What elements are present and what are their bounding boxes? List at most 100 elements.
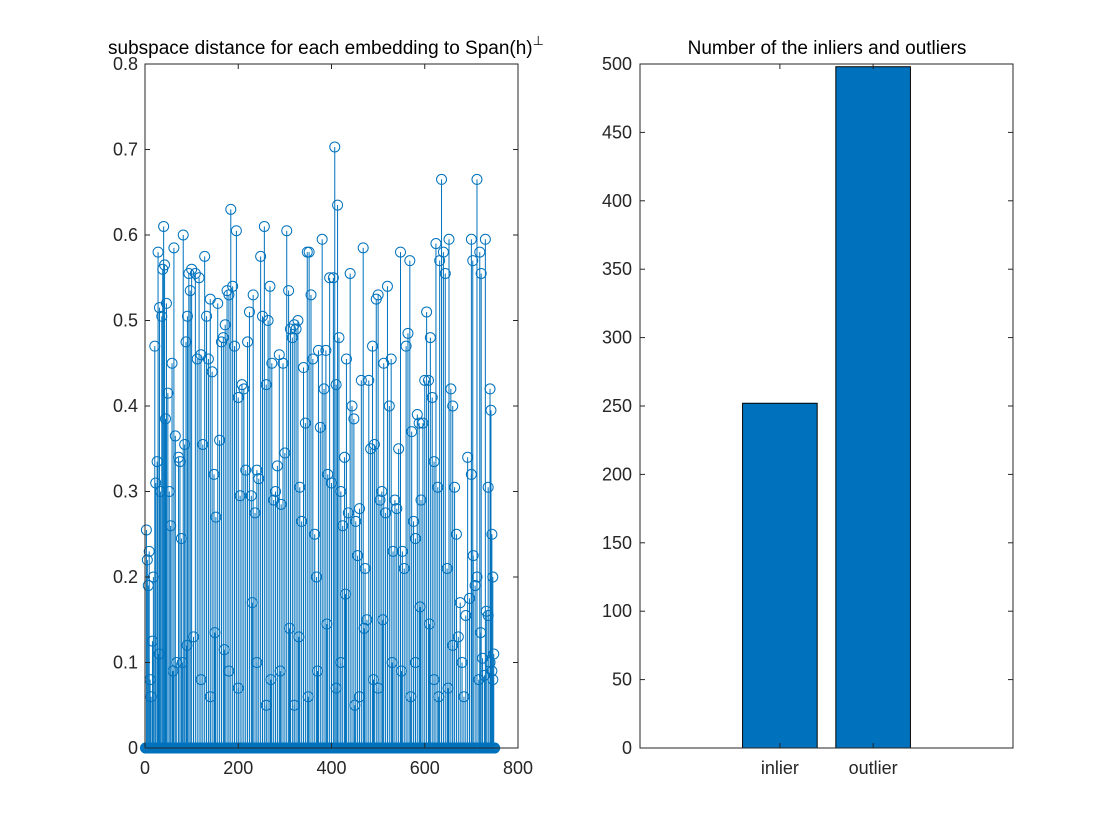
stem-marker: [404, 255, 416, 267]
stem-marker: [386, 657, 398, 668]
stem-marker: [339, 451, 351, 463]
stem-marker: [245, 490, 257, 502]
stem-plot-panel: subspace distance for each embedding to …: [108, 33, 544, 778]
stem-marker: [260, 379, 272, 391]
stem-marker: [330, 379, 342, 391]
stem-marker: [160, 413, 172, 425]
stem-plot-y-ticks: 0 0.1 0.2 0.3 0.4 0.5 0.6 0.7 0.8: [113, 54, 518, 758]
stem-marker: [191, 353, 203, 365]
stem-marker: [290, 323, 302, 335]
stem-marker: [447, 400, 459, 412]
stem-marker: [332, 199, 344, 211]
stem-marker: [333, 332, 345, 344]
stem-marker: [445, 383, 457, 395]
stem-marker: [449, 481, 461, 493]
stem-y-tick-label: 0.3: [113, 482, 138, 502]
bar-chart-y-ticks: 0 50 100 150 200 250 300 350 400 450 500: [602, 54, 1013, 758]
stem-marker: [419, 374, 431, 386]
bar-y-tick-label: 350: [602, 259, 632, 279]
stem-marker: [255, 250, 267, 262]
stem-marker: [187, 631, 199, 643]
stem-marker: [400, 340, 412, 352]
stem-marker: [316, 233, 328, 245]
bar-y-tick-label: 450: [602, 122, 632, 142]
stem-marker: [460, 609, 472, 621]
stem-marker: [437, 246, 449, 258]
stem-marker: [342, 507, 354, 519]
stem-marker: [344, 267, 356, 279]
stem-marker: [428, 456, 440, 468]
stem-marker: [251, 464, 263, 476]
stem-marker: [359, 562, 371, 574]
stem-marker: [432, 481, 444, 493]
stem-marker: [372, 682, 384, 694]
stem-marker: [303, 246, 315, 258]
stem-marker: [484, 383, 496, 395]
stem-marker: [464, 592, 476, 604]
stem-marker: [387, 545, 399, 557]
stem-marker: [441, 562, 453, 574]
stem-marker: [275, 498, 287, 510]
stem-y-tick-label: 0.4: [113, 396, 138, 416]
stem-marker: [346, 400, 358, 412]
stem-marker: [193, 272, 205, 284]
stem-marker: [294, 481, 306, 493]
stem-y-tick-label: 0.1: [113, 653, 138, 673]
stem-marker: [223, 665, 235, 677]
stem-marker: [465, 233, 477, 245]
stem-marker: [312, 665, 324, 677]
stem-marker: [377, 614, 389, 626]
stem-marker: [212, 297, 224, 309]
stem-marker: [242, 336, 254, 348]
stem-marker: [423, 618, 435, 630]
stem-plot-x-ticks: 0 200 400 600 800: [140, 64, 533, 778]
stem-marker: [159, 259, 171, 271]
stem-marker: [442, 682, 454, 694]
stem-marker: [232, 391, 244, 403]
stem-marker: [389, 494, 401, 506]
stem-marker: [424, 332, 436, 344]
stem-marker: [179, 438, 191, 450]
stem-y-tick-label: 0.6: [113, 225, 138, 245]
stem-marker: [169, 430, 181, 442]
stem-marker: [363, 374, 375, 386]
stem-marker: [454, 597, 466, 609]
stem-marker: [277, 357, 289, 369]
stem-marker: [214, 434, 226, 446]
stem-marker: [152, 246, 164, 258]
bar-y-tick-label: 250: [602, 396, 632, 416]
bar-chart-marks: [742, 66, 911, 749]
bar-x-tick-label: inlier: [761, 758, 799, 778]
stem-marker: [167, 665, 179, 677]
stem-marker: [358, 622, 370, 634]
stem-marker: [217, 332, 229, 344]
stem-marker: [409, 533, 421, 545]
stem-marker: [177, 229, 189, 241]
stem-marker: [421, 306, 433, 318]
stem-marker: [385, 353, 397, 365]
stem-marker: [140, 524, 152, 536]
stem-marker: [414, 601, 426, 613]
stem-marker: [219, 319, 231, 331]
stem-marker: [292, 315, 304, 326]
stem-marker: [447, 639, 459, 651]
stem-marker: [302, 691, 314, 703]
stem-marker: [234, 490, 246, 502]
stem-marker: [320, 344, 332, 356]
stem-marker: [166, 357, 178, 369]
stem-marker: [402, 327, 414, 339]
stem-marker: [243, 306, 255, 318]
stem-marker: [274, 665, 286, 677]
stem-marker: [458, 691, 470, 703]
stem-marker: [229, 340, 241, 352]
stem-marker: [391, 503, 403, 515]
stem-marker: [232, 682, 244, 694]
stem-marker: [327, 272, 339, 284]
stem-marker: [230, 225, 242, 237]
bar-y-tick-label: 200: [602, 464, 632, 484]
stem-y-tick-label: 0.2: [113, 567, 138, 587]
stem-marker: [251, 657, 263, 668]
stem-x-tick-label: 600: [410, 758, 440, 778]
stem-y-tick-label: 0: [128, 738, 138, 758]
bar-y-tick-label: 150: [602, 533, 632, 553]
